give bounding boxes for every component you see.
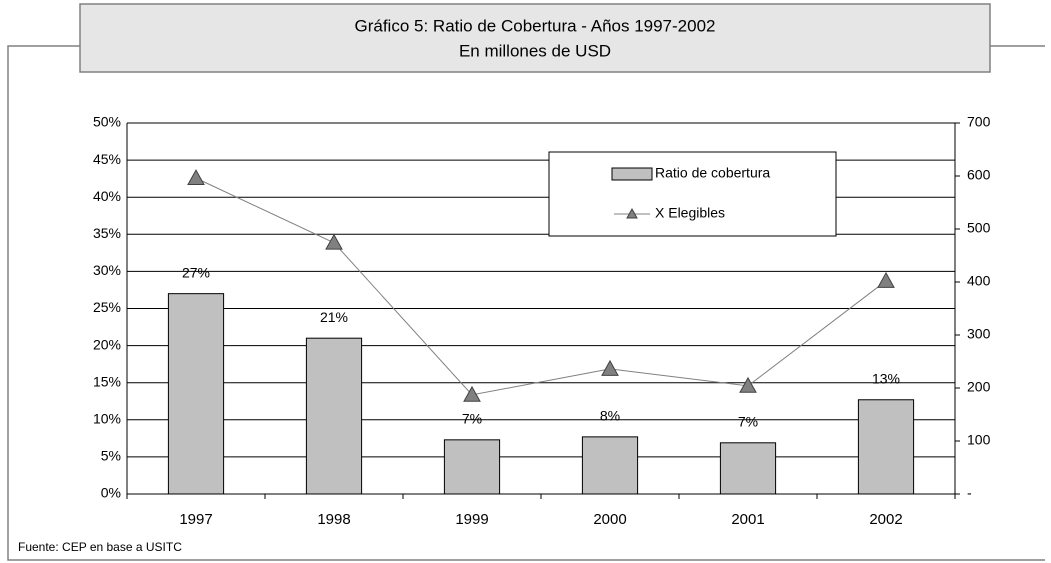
bar	[857, 399, 915, 495]
data-label: 13%	[872, 370, 900, 386]
y2-tick-label: 300	[967, 326, 991, 342]
x-tick-label: 1998	[317, 511, 350, 528]
y-tick-label: 50%	[93, 114, 121, 130]
y-tick-label: 20%	[93, 336, 121, 352]
y-tick-label: 15%	[93, 373, 121, 389]
chart-title: Gráfico 5: Ratio de Cobertura - Años 199…	[355, 16, 716, 35]
bar	[581, 436, 639, 495]
x-tick-label: 1999	[455, 511, 488, 528]
legend-label: X Elegibles	[655, 205, 725, 221]
line	[195, 177, 887, 396]
bar	[167, 293, 225, 495]
frame	[7, 45, 1045, 561]
y-tick-label: 5%	[101, 448, 121, 464]
y-tick-label: 0%	[101, 485, 121, 501]
y2-tick-label: 400	[967, 273, 991, 289]
y2-tick-label: 200	[967, 379, 991, 395]
x-tick-label: 1997	[179, 511, 212, 528]
y-tick-label: 10%	[93, 411, 121, 427]
y2-tick-label: -	[967, 485, 972, 501]
chart-subtitle: En millones de USD	[459, 41, 611, 60]
data-label: 7%	[738, 414, 758, 430]
x-tick-label: 2000	[593, 511, 626, 528]
y-tick-label: 25%	[93, 299, 121, 315]
y2-tick-label: 700	[967, 114, 991, 130]
marker	[325, 233, 343, 250]
bar	[719, 442, 777, 495]
marker	[877, 271, 895, 288]
marker	[739, 376, 757, 393]
legend-label: Ratio de cobertura	[655, 165, 770, 181]
y-tick-label: 30%	[93, 262, 121, 278]
data-label: 21%	[320, 309, 348, 325]
marker	[463, 385, 481, 402]
x-tick-label: 2002	[869, 511, 902, 528]
y-tick-label: 40%	[93, 188, 121, 204]
y-tick-label: 35%	[93, 225, 121, 241]
marker	[601, 359, 619, 376]
y2-tick-label: 500	[967, 220, 991, 236]
legend-box	[548, 151, 837, 237]
source-note: Fuente: CEP en base a USITC	[18, 540, 182, 554]
legend-swatch	[611, 167, 653, 181]
data-label: 8%	[600, 408, 620, 424]
marker	[187, 169, 205, 186]
y2-tick-label: 100	[967, 432, 991, 448]
bar	[443, 439, 501, 495]
data-label: 27%	[182, 264, 210, 280]
x-tick-label: 2001	[731, 511, 764, 528]
y2-tick-label: 600	[967, 167, 991, 183]
y-tick-label: 45%	[93, 151, 121, 167]
title-box	[79, 3, 991, 73]
data-label: 7%	[462, 411, 482, 427]
legend-swatch	[626, 207, 638, 219]
bar	[305, 337, 363, 495]
